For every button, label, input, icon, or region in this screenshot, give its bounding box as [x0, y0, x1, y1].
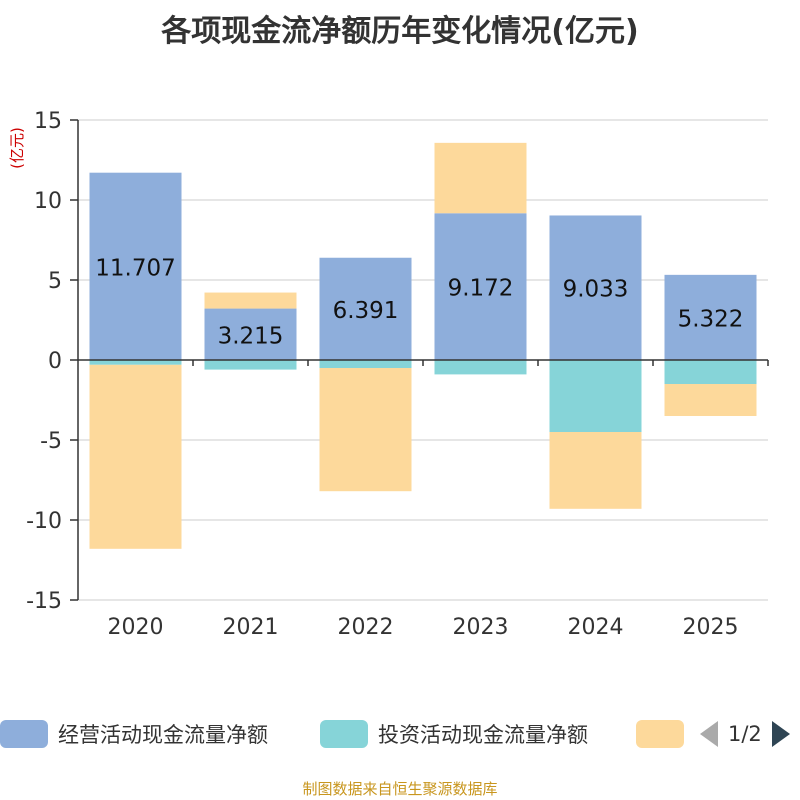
legend: 经营活动现金流量净额 投资活动现金流量净额 — [0, 714, 800, 754]
y-axis-unit-label: (亿元) — [8, 127, 26, 169]
data-source-note: 制图数据来自恒生聚源数据库 — [302, 780, 498, 798]
chart-title: 各项现金流净额历年变化情况(亿元) — [161, 14, 639, 49]
bar-financing-2024 — [549, 432, 642, 509]
bar-data-label: 11.707 — [95, 255, 175, 281]
page-indicator: 1/2 — [728, 722, 762, 746]
bar-data-label: 9.033 — [563, 277, 629, 303]
prev-page-icon[interactable] — [700, 721, 718, 747]
x-tick-label: 2025 — [683, 615, 739, 640]
legend-item-investing[interactable]: 投资活动现金流量净额 — [320, 714, 588, 754]
bar-operating-2022 — [319, 257, 412, 360]
bar-operating-2020 — [89, 172, 182, 360]
bar-financing-2022 — [319, 368, 412, 492]
bar-operating-2021 — [204, 308, 297, 360]
y-tick-label: 5 — [48, 269, 62, 294]
next-page-icon[interactable] — [771, 721, 790, 747]
chart-canvas: 15 10 5 0 -5 -10 -15 (亿元) 11.707 2020 3.215 2021 6.3… — [8, 109, 769, 640]
legend-swatch-financing — [636, 720, 684, 748]
bar-financing-2020 — [89, 364, 182, 549]
bar-investing-2024 — [549, 360, 642, 432]
legend-item-financing[interactable] — [636, 714, 694, 754]
bar-data-label: 3.215 — [218, 323, 284, 349]
x-tick-label: 2024 — [568, 615, 624, 640]
legend-item-operating[interactable]: 经营活动现金流量净额 — [0, 714, 268, 754]
bar-data-label: 6.391 — [333, 298, 399, 324]
bar-operating-2023 — [434, 213, 527, 360]
y-tick-label: -15 — [26, 589, 62, 614]
bar-investing-2025 — [664, 360, 757, 384]
bar-data-label: 9.172 — [448, 276, 514, 302]
bar-investing-2021 — [204, 360, 297, 370]
x-tick-label: 2023 — [453, 615, 509, 640]
legend-pager: 1/2 — [700, 714, 790, 754]
bar-financing-2021 — [204, 292, 297, 309]
bar-financing-2023 — [434, 142, 527, 214]
bar-financing-2025 — [664, 384, 757, 416]
bar-operating-2024 — [549, 215, 642, 360]
x-tick-label: 2021 — [223, 615, 279, 640]
bar-data-label: 5.322 — [678, 306, 744, 332]
legend-swatch-investing — [320, 720, 368, 748]
bar-operating-2025 — [664, 274, 757, 360]
legend-label-operating: 经营活动现金流量净额 — [58, 723, 268, 747]
x-tick-label: 2022 — [338, 615, 394, 640]
y-tick-label: -5 — [40, 429, 62, 454]
y-tick-label: -10 — [26, 509, 62, 534]
bar-investing-2022 — [319, 360, 412, 368]
y-tick-label: 15 — [34, 109, 62, 134]
bar-investing-2020 — [89, 360, 182, 365]
y-tick-label: 0 — [48, 349, 62, 374]
y-tick-label: 10 — [34, 189, 62, 214]
legend-swatch-operating — [0, 720, 48, 748]
bar-investing-2023 — [434, 360, 527, 375]
x-tick-label: 2020 — [108, 615, 164, 640]
legend-label-investing: 投资活动现金流量净额 — [378, 723, 588, 747]
